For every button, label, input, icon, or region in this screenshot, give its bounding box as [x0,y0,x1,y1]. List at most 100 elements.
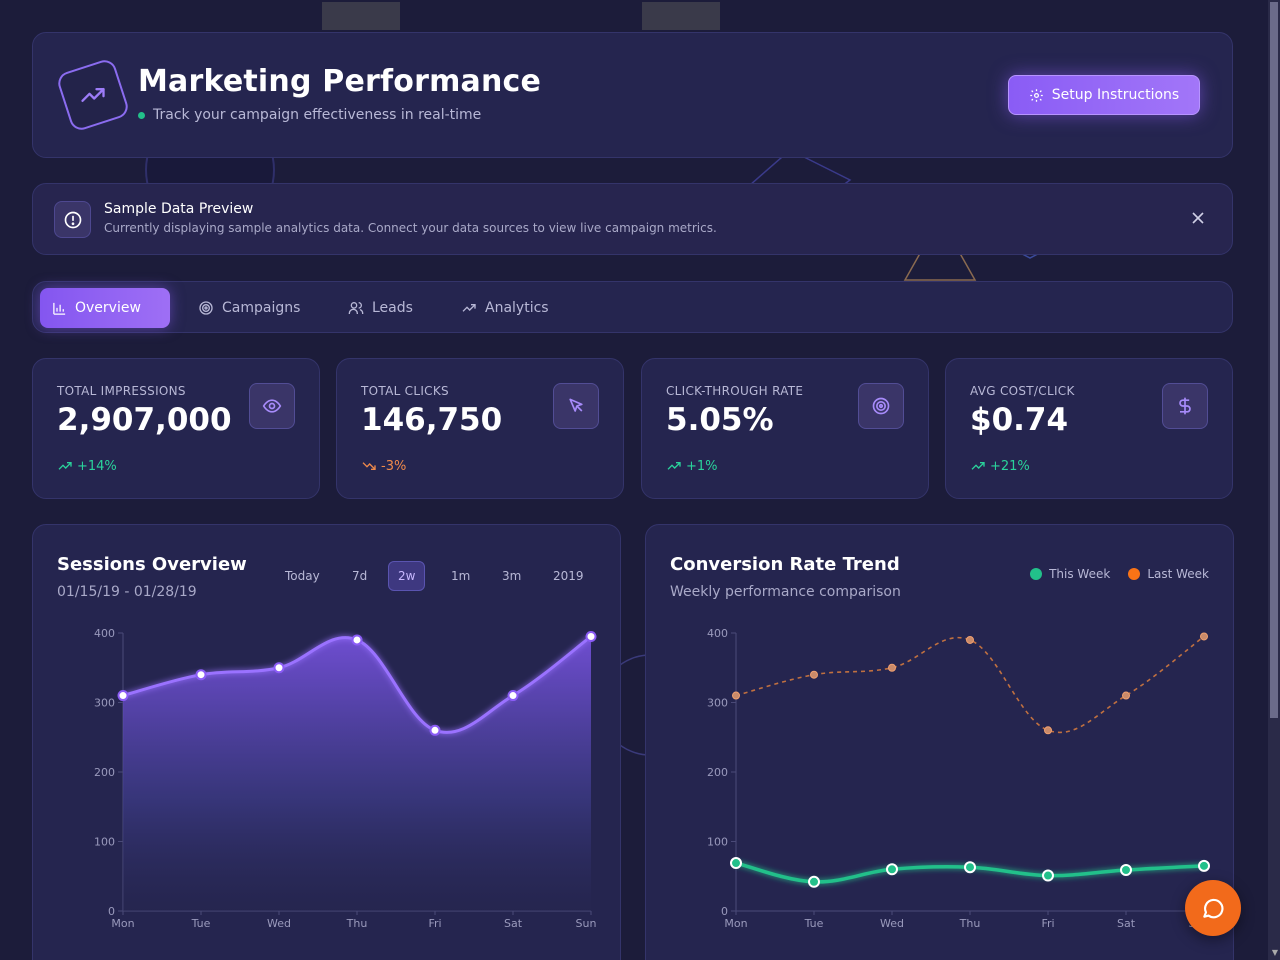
last-week-point[interactable] [1122,691,1130,700]
range-2019-button[interactable]: 2019 [553,569,584,583]
y-tick-label: 200 [94,766,115,779]
trending-up-icon [667,462,681,470]
y-tick-label: 0 [721,905,728,918]
this-week-point[interactable] [964,861,976,874]
conversion-rate-card: Conversion Rate Trend Weekly performance… [645,524,1234,960]
alert-description: Currently displaying sample analytics da… [104,221,717,235]
tab-leads[interactable]: Leads [336,288,425,328]
this-week-point[interactable] [886,863,898,876]
last-week-point[interactable] [732,691,740,700]
target-icon [872,397,890,415]
sessions-chart: 0 100 200 300 400 Mon Tue Wed Thu Fri Sat Sun [94,627,597,930]
setup-instructions-button[interactable]: Setup Instructions [1008,75,1200,115]
y-tick-label: 300 [707,697,728,710]
range-today-button[interactable]: Today [285,569,320,583]
this-week-point[interactable] [808,875,820,888]
kpi-icon-box [858,383,904,429]
kpi-value: $0.74 [970,402,1069,438]
trending-up-icon [81,88,105,102]
range-1m-button[interactable]: 1m [451,569,471,583]
legend-swatch [1030,568,1043,580]
this-week-point[interactable] [1198,859,1210,872]
x-tick-label: Wed [267,917,291,930]
x-tick-label: Wed [880,917,904,930]
kpi-change-value: -3% [381,458,407,474]
sessions-point[interactable] [273,662,285,674]
kpi-icon-box [1162,383,1208,429]
sample-data-alert: Sample Data Preview Currently displaying… [32,183,1233,255]
sessions-point[interactable] [117,690,129,702]
sessions-point[interactable] [195,669,207,681]
x-tick-label: Thu [346,917,368,930]
last-week-line [735,635,1205,734]
kpi-value: 146,750 [361,402,503,438]
live-status-dot [138,111,145,119]
alert-close-button[interactable] [1190,210,1206,226]
last-week-point[interactable] [1044,726,1052,735]
trending-up-icon [462,304,476,312]
y-tick-label: 200 [707,766,728,779]
kpi-icon-box [249,383,295,429]
x-tick-label: Mon [724,917,747,930]
scrollbar-thumb[interactable] [1270,2,1278,718]
tab-bar: Overview Campaigns Leads Analytics [32,281,1233,333]
tab-campaigns[interactable]: Campaigns [186,288,312,328]
legend-item-last-week[interactable]: Last Week [1128,567,1209,581]
range-7d-button[interactable]: 7d [352,569,368,583]
kpi-value: 2,907,000 [57,402,232,438]
x-tick-label: Sat [504,917,523,930]
chart-subtitle: Weekly performance comparison [670,584,901,600]
legend-label: This Week [1049,567,1111,581]
kpi-change-value: +14% [77,458,117,474]
bar-chart-icon [53,302,66,315]
kpi-card-cost: AVG COST/CLICK $0.74 +21% [945,358,1233,499]
last-week-point[interactable] [888,663,896,672]
this-week-point[interactable] [1042,869,1054,882]
y-tick-label: 100 [707,836,728,849]
tab-label: Analytics [485,300,549,316]
chat-button[interactable] [1185,880,1241,936]
scroll-down-arrow-icon[interactable]: ▼ [1271,948,1278,957]
kpi-card-clicks: TOTAL CLICKS 146,750 -3% [336,358,624,499]
chart-title: Sessions Overview [57,554,247,575]
last-week-point[interactable] [966,635,974,644]
page-title: Marketing Performance [138,64,542,99]
chat-bubble-icon [1203,898,1224,919]
kpi-card-ctr: CLICK-THROUGH RATE 5.05% +1% [641,358,929,499]
tab-label: Overview [75,300,141,316]
last-week-point[interactable] [1200,632,1208,641]
kpi-change: +1% [666,458,718,474]
gear-icon [1030,88,1043,102]
subtitle-row: Track your campaign effectiveness in rea… [138,107,481,123]
this-week-point[interactable] [1120,863,1132,876]
last-week-point[interactable] [810,670,818,679]
range-3m-button[interactable]: 3m [502,569,522,583]
kpi-icon-box [553,383,599,429]
alert-icon-box [54,201,91,238]
kpi-change: +21% [970,458,1030,474]
target-icon [199,301,213,315]
logo [55,57,131,133]
x-tick-label: Sun [576,917,597,930]
x-tick-label: Fri [428,917,441,930]
page-scrollbar[interactable]: ▼ [1268,0,1280,960]
sessions-point[interactable] [507,690,519,702]
tab-analytics[interactable]: Analytics [449,288,561,328]
trending-up-icon [971,462,985,470]
range-2w-button[interactable]: 2w [388,561,426,591]
sessions-point[interactable] [351,634,363,646]
sessions-point[interactable] [585,630,597,642]
sessions-point[interactable] [429,724,441,736]
legend-item-this-week[interactable]: This Week [1030,567,1110,581]
x-tick-label: Tue [191,917,211,930]
tab-overview[interactable]: Overview [40,288,170,328]
chart-legend: This Week Last Week [1030,567,1209,581]
this-week-point[interactable] [730,857,742,870]
y-tick-label: 300 [94,697,115,710]
trending-down-icon [362,462,376,470]
x-tick-label: Thu [959,917,981,930]
sessions-overview-card: Sessions Overview 01/15/19 - 01/28/19 To… [32,524,621,960]
tab-label: Campaigns [222,300,301,316]
legend-label: Last Week [1147,567,1209,581]
